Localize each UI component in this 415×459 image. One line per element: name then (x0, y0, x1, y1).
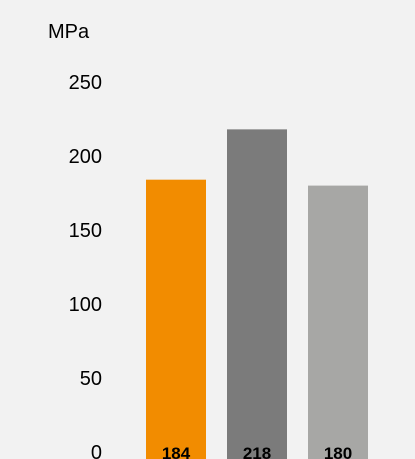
y-tick-label: 0 (91, 442, 102, 459)
y-tick-label: 100 (69, 294, 102, 316)
bar (146, 179, 206, 459)
y-tick-label: 50 (80, 368, 102, 390)
bars (146, 129, 368, 459)
bar (308, 185, 368, 459)
bar-value-label: 180 (324, 444, 352, 459)
y-tick-label: 150 (69, 220, 102, 242)
bar-value-label: 184 (162, 444, 191, 459)
bar (227, 129, 287, 459)
y-tick-label: 200 (69, 146, 102, 168)
value-labels: 184 218 180 (162, 444, 352, 459)
bar-value-label: 218 (243, 444, 271, 459)
y-axis-ticks: 0 50 100 150 200 250 (69, 72, 102, 459)
y-tick-label: 250 (69, 72, 102, 94)
y-axis-unit-label: MPa (48, 21, 90, 43)
